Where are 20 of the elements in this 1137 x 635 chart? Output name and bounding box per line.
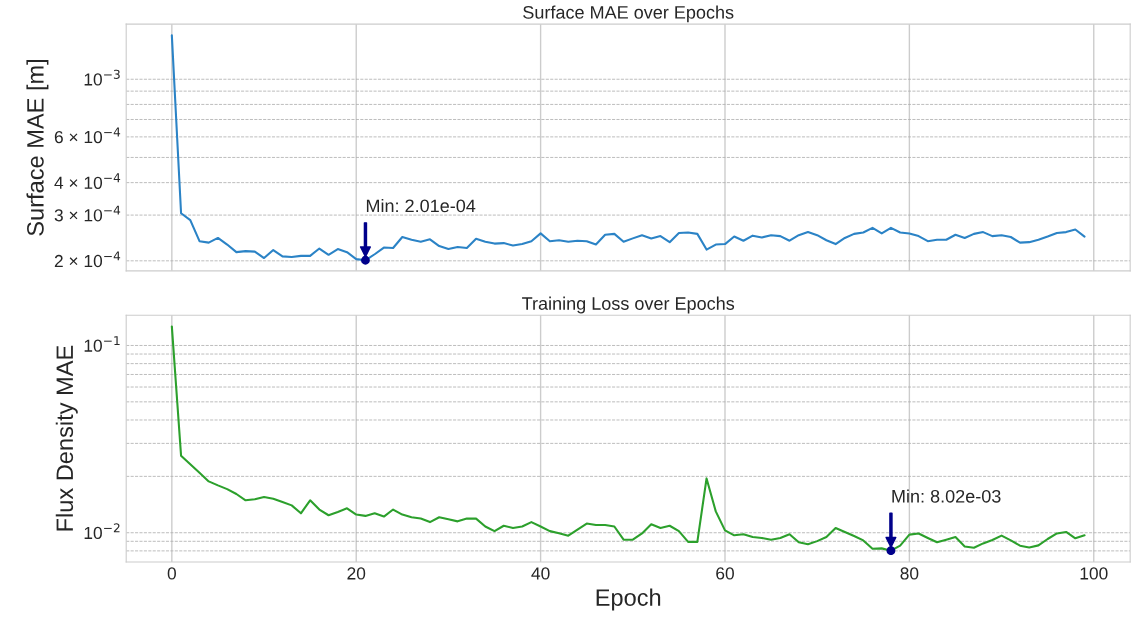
y-tick-label: 10$^{−1}$ [84,336,120,352]
y-tick-label: 3 × 10$^{−4}$ [54,205,121,222]
chart-title: Surface MAE over Epochs [523,5,734,23]
x-tick-label: 40 [531,567,550,580]
x-tick-label: 60 [716,567,734,580]
y-tick-label: 10$^{−3}$ [84,69,120,86]
y-tick-label: 6 × 10$^{−4}$ [54,127,121,144]
annotation: Min: 8.02e-03 [892,489,1001,503]
x-tick-label: 80 [900,567,919,580]
x-tick-label: 100 [1080,567,1108,580]
chart-title: Training Loss over Epochs [522,296,735,314]
y-axis-title: Surface MAE [m] [26,59,49,236]
x-tick-label: 20 [347,567,366,580]
x-tick-label: 0 [167,567,176,580]
x-axis-title: Epoch [596,588,661,611]
y-tick-label: 10$^{−2}$ [84,523,120,540]
y-axis-title: Flux Density MAE [55,345,78,531]
y-tick-label: 4 × 10$^{−4}$ [54,173,121,189]
y-tick-label: 2 × 10$^{−4}$ [54,251,121,268]
annotation: Min: 2.01e-04 [366,198,476,213]
